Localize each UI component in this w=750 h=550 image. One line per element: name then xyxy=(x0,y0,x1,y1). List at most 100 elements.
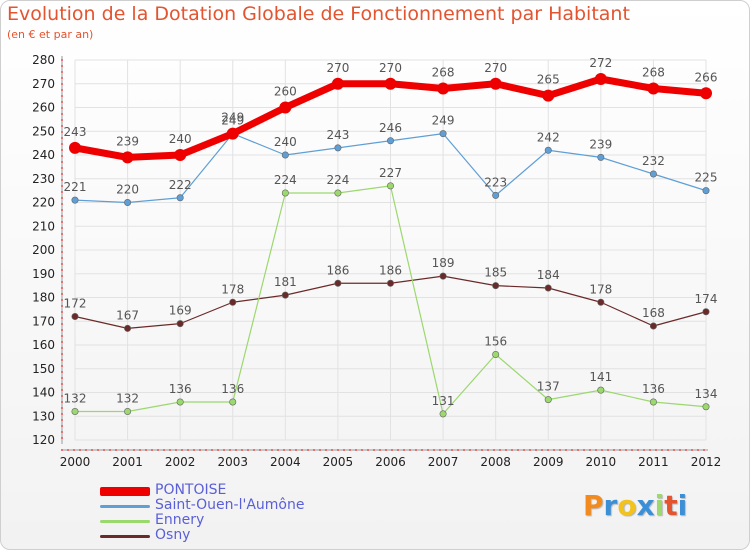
axis-dot xyxy=(349,449,351,451)
data-point-saint-ouen-l-aum-ne xyxy=(281,151,289,159)
legend-swatch xyxy=(100,520,150,523)
axis-dot xyxy=(391,449,393,451)
axis-dot xyxy=(133,449,135,451)
data-label-osny: 189 xyxy=(432,256,455,270)
axis-dot xyxy=(679,449,681,451)
axis-dot xyxy=(265,449,267,451)
chart-subtitle: (en € et par an) xyxy=(7,28,94,41)
axis-dot xyxy=(547,449,549,451)
axis-dot xyxy=(355,449,357,451)
axis-dot xyxy=(451,449,453,451)
data-point-osny xyxy=(229,298,237,306)
axis-dot xyxy=(565,449,567,451)
axis-dot xyxy=(61,449,63,451)
y-tick-label: 130 xyxy=(32,409,55,423)
x-tick-label: 2000 xyxy=(60,455,91,469)
axis-dot xyxy=(61,389,63,391)
axis-dot xyxy=(115,449,117,451)
data-point-osny xyxy=(492,282,500,290)
chart-legend: PONTOISE Saint-Ouen-l'Aumône Ennery Osny xyxy=(100,482,400,544)
axis-dot xyxy=(655,449,657,451)
axis-dot xyxy=(649,449,651,451)
axis-dot xyxy=(139,449,141,451)
axis-dot xyxy=(67,449,69,451)
x-tick-label: 2004 xyxy=(270,455,301,469)
data-point-pontoise xyxy=(384,77,397,90)
axis-dot xyxy=(61,101,63,103)
axis-dot xyxy=(151,449,153,451)
axis-dot xyxy=(61,275,63,277)
axis-dot xyxy=(517,449,519,451)
data-label-ennery: 227 xyxy=(379,166,402,180)
axis-dot xyxy=(61,305,63,307)
legend-item-osny: Osny xyxy=(100,527,400,544)
y-tick-label: 170 xyxy=(32,314,55,328)
data-label-ennery: 132 xyxy=(64,392,87,406)
axis-dot xyxy=(193,449,195,451)
data-label-ennery: 136 xyxy=(221,382,244,396)
axis-dot xyxy=(403,449,405,451)
axis-dot xyxy=(661,449,663,451)
data-label-pontoise: 260 xyxy=(274,85,297,99)
axis-dot xyxy=(61,269,63,271)
axis-dot xyxy=(61,407,63,409)
axis-dot xyxy=(121,449,123,451)
data-point-ennery xyxy=(544,396,552,404)
data-point-osny xyxy=(597,298,605,306)
axis-dot xyxy=(247,449,249,451)
axis-dot xyxy=(493,449,495,451)
axis-dot xyxy=(673,449,675,451)
data-label-osny: 169 xyxy=(169,304,192,318)
axis-dot xyxy=(61,281,63,283)
data-point-ennery xyxy=(386,182,394,190)
data-point-pontoise xyxy=(489,77,502,90)
data-label-ennery: 136 xyxy=(642,382,665,396)
axis-dot xyxy=(361,449,363,451)
axis-dot xyxy=(61,71,63,73)
axis-dot xyxy=(463,449,465,451)
legend-label: Saint-Ouen-l'Aumône xyxy=(155,497,305,513)
data-label-ennery: 131 xyxy=(432,394,455,408)
axis-dot xyxy=(61,239,63,241)
data-label-saint-ouen-l-aum-ne: 223 xyxy=(484,175,507,189)
legend-swatch xyxy=(100,535,150,538)
data-point-pontoise xyxy=(226,127,239,140)
axis-dot xyxy=(127,449,129,451)
data-point-pontoise xyxy=(594,73,607,85)
data-label-pontoise: 272 xyxy=(589,56,612,70)
axis-dot xyxy=(79,449,81,451)
axis-dot xyxy=(583,449,585,451)
data-label-osny: 185 xyxy=(484,266,507,280)
data-point-pontoise xyxy=(121,151,134,164)
axis-dot xyxy=(589,449,591,451)
line-chart: 120 130 140 150 160 170 180 190 200 210 220 230 240 2… xyxy=(32,53,721,469)
axis-dot xyxy=(433,449,435,451)
data-label-saint-ouen-l-aum-ne: 225 xyxy=(695,171,718,185)
axis-dot xyxy=(61,335,63,337)
axis-dot xyxy=(61,257,63,259)
data-label-pontoise: 249 xyxy=(221,111,244,125)
data-label-pontoise: 266 xyxy=(695,70,718,84)
axis-dot xyxy=(499,449,501,451)
axis-dot xyxy=(217,449,219,451)
data-point-pontoise xyxy=(647,82,660,95)
axis-dot xyxy=(61,419,63,421)
data-label-pontoise: 243 xyxy=(64,125,87,139)
data-point-saint-ouen-l-aum-ne xyxy=(492,191,500,199)
x-tick-label: 2005 xyxy=(323,455,354,469)
data-point-pontoise xyxy=(331,77,344,90)
axis-dot xyxy=(169,449,171,451)
axis-dot xyxy=(481,449,483,451)
axis-dot xyxy=(619,449,621,451)
legend-swatch xyxy=(100,505,150,508)
data-point-osny xyxy=(334,279,342,287)
axis-dot xyxy=(187,449,189,451)
axis-dot xyxy=(601,449,603,451)
axis-dot xyxy=(61,377,63,379)
data-label-osny: 168 xyxy=(642,306,665,320)
axis-dot xyxy=(61,359,63,361)
data-point-osny xyxy=(702,308,710,316)
axis-dot xyxy=(61,413,63,415)
axis-dot xyxy=(571,449,573,451)
data-point-saint-ouen-l-aum-ne xyxy=(649,170,657,178)
